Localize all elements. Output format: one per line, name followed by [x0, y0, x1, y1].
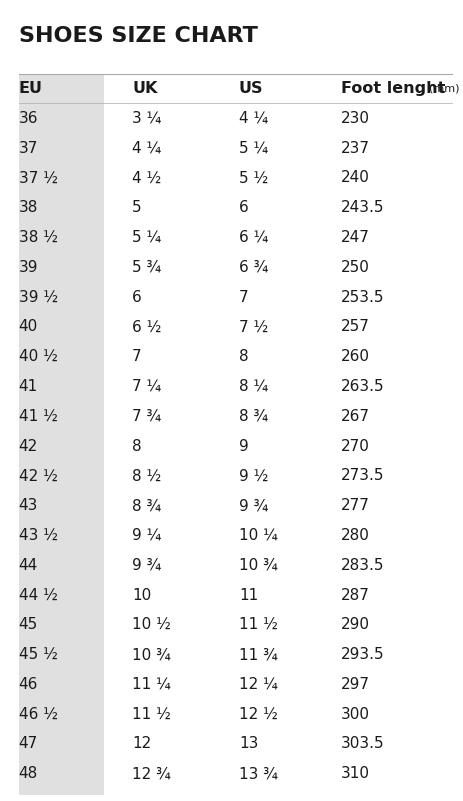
Text: 230: 230 [340, 111, 369, 126]
Text: 37: 37 [19, 141, 38, 155]
Text: 36: 36 [19, 111, 38, 126]
Text: 12 ¾: 12 ¾ [132, 767, 171, 781]
Text: 12 ½: 12 ½ [238, 706, 277, 722]
Text: 45 ½: 45 ½ [19, 647, 57, 662]
Text: Foot lenght: Foot lenght [340, 81, 444, 96]
Text: 3 ¼: 3 ¼ [132, 111, 161, 126]
Text: 283.5: 283.5 [340, 557, 384, 573]
Text: 303.5: 303.5 [340, 736, 384, 751]
Text: 8 ¾: 8 ¾ [238, 409, 268, 424]
Text: 47: 47 [19, 736, 38, 751]
Text: 7 ½: 7 ½ [238, 320, 268, 334]
Text: 10 ½: 10 ½ [132, 618, 171, 632]
Text: 4 ½: 4 ½ [132, 171, 161, 186]
Text: 297: 297 [340, 677, 369, 692]
Text: 48: 48 [19, 767, 38, 781]
Text: 46 ½: 46 ½ [19, 706, 57, 722]
Text: 11 ¼: 11 ¼ [132, 677, 171, 692]
Text: 10 ¾: 10 ¾ [132, 647, 171, 662]
Text: 46: 46 [19, 677, 38, 692]
Text: 8: 8 [238, 349, 248, 364]
Text: 6 ¾: 6 ¾ [238, 260, 268, 275]
Text: 45: 45 [19, 618, 38, 632]
Text: 273.5: 273.5 [340, 469, 384, 483]
Text: 44: 44 [19, 557, 38, 573]
Text: 40 ½: 40 ½ [19, 349, 57, 364]
Text: 270: 270 [340, 439, 369, 453]
Text: 9 ¾: 9 ¾ [132, 557, 161, 573]
FancyBboxPatch shape [19, 74, 104, 795]
Text: 12: 12 [132, 736, 151, 751]
Text: 8 ¾: 8 ¾ [132, 498, 161, 513]
Text: 7 ¾: 7 ¾ [132, 409, 161, 424]
Text: 10 ¾: 10 ¾ [238, 557, 277, 573]
Text: 287: 287 [340, 587, 369, 602]
Text: 240: 240 [340, 171, 369, 186]
Text: 8 ½: 8 ½ [132, 469, 161, 483]
Text: 7: 7 [238, 290, 248, 304]
Text: EU: EU [19, 81, 43, 96]
Text: 280: 280 [340, 528, 369, 543]
Text: 263.5: 263.5 [340, 379, 384, 394]
Text: 8: 8 [132, 439, 142, 453]
Text: 260: 260 [340, 349, 369, 364]
Text: 37 ½: 37 ½ [19, 171, 57, 186]
Text: 6 ¼: 6 ¼ [238, 230, 268, 245]
Text: 38: 38 [19, 200, 38, 215]
Text: 39: 39 [19, 260, 38, 275]
Text: 12 ¼: 12 ¼ [238, 677, 277, 692]
Text: 290: 290 [340, 618, 369, 632]
Text: 4 ¼: 4 ¼ [132, 141, 161, 155]
Text: 243.5: 243.5 [340, 200, 384, 215]
Text: 5 ½: 5 ½ [238, 171, 268, 186]
Text: 5: 5 [132, 200, 142, 215]
Text: 9 ¼: 9 ¼ [132, 528, 161, 543]
Text: 250: 250 [340, 260, 369, 275]
Text: 43 ½: 43 ½ [19, 528, 57, 543]
Text: US: US [238, 81, 263, 96]
Text: 11 ¾: 11 ¾ [238, 647, 277, 662]
Text: 39 ½: 39 ½ [19, 290, 57, 304]
Text: 6 ½: 6 ½ [132, 320, 161, 334]
Text: 237: 237 [340, 141, 369, 155]
Text: 11 ½: 11 ½ [238, 618, 277, 632]
Text: 41 ½: 41 ½ [19, 409, 57, 424]
Text: 7: 7 [132, 349, 142, 364]
Text: (mm): (mm) [428, 83, 459, 94]
Text: 9 ½: 9 ½ [238, 469, 268, 483]
Text: 8 ¼: 8 ¼ [238, 379, 268, 394]
Text: 310: 310 [340, 767, 369, 781]
Text: SHOES SIZE CHART: SHOES SIZE CHART [19, 26, 257, 46]
Text: 10: 10 [132, 587, 151, 602]
Text: 277: 277 [340, 498, 369, 513]
Text: UK: UK [132, 81, 157, 96]
Text: 9: 9 [238, 439, 248, 453]
Text: 267: 267 [340, 409, 369, 424]
Text: 42 ½: 42 ½ [19, 469, 57, 483]
Text: 10 ¼: 10 ¼ [238, 528, 277, 543]
Text: 253.5: 253.5 [340, 290, 384, 304]
Text: 13 ¾: 13 ¾ [238, 767, 277, 781]
Text: 5 ¾: 5 ¾ [132, 260, 161, 275]
Text: 43: 43 [19, 498, 38, 513]
Text: 257: 257 [340, 320, 369, 334]
Text: 38 ½: 38 ½ [19, 230, 57, 245]
Text: 11 ½: 11 ½ [132, 706, 171, 722]
Text: 11: 11 [238, 587, 257, 602]
Text: 41: 41 [19, 379, 38, 394]
Text: 4 ¼: 4 ¼ [238, 111, 268, 126]
Text: 9 ¾: 9 ¾ [238, 498, 268, 513]
Text: 44 ½: 44 ½ [19, 587, 57, 602]
Text: 300: 300 [340, 706, 369, 722]
Text: 40: 40 [19, 320, 38, 334]
Text: 5 ¼: 5 ¼ [238, 141, 268, 155]
Text: 5 ¼: 5 ¼ [132, 230, 161, 245]
Text: 6: 6 [238, 200, 248, 215]
Text: 6: 6 [132, 290, 142, 304]
Text: 13: 13 [238, 736, 258, 751]
Text: 247: 247 [340, 230, 369, 245]
Text: 7 ¼: 7 ¼ [132, 379, 161, 394]
Text: 293.5: 293.5 [340, 647, 384, 662]
Text: 42: 42 [19, 439, 38, 453]
